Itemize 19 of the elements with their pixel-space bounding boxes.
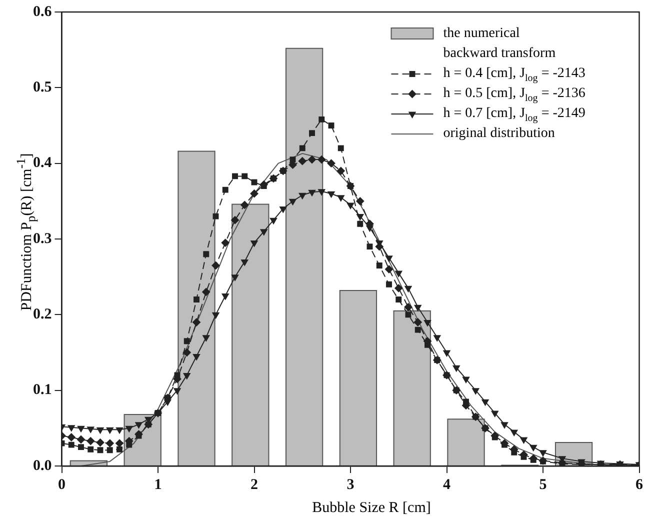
legend-label: original distribution [443, 125, 556, 143]
x-tick-label: 1 [154, 476, 162, 493]
y-tick-label: 0.5 [33, 80, 52, 96]
x-tick-label: 4 [443, 476, 451, 493]
y-tick-label: 0.2 [33, 306, 52, 323]
x-tick-label: 5 [539, 476, 547, 493]
y-tick-label: 0.6 [33, 4, 52, 20]
legend-label: h = 0.4 [cm], J$_{log}$ = -2143 [443, 65, 586, 84]
y-tick-label: 0.3 [33, 230, 52, 247]
legend-label: h = 0.5 [cm], J$_{log}$ = -2136 [443, 85, 586, 104]
y-tick-label: 0.1 [33, 382, 52, 398]
x-tick-label: 3 [346, 476, 354, 493]
x-tick-label: 6 [636, 476, 644, 493]
x-axis-title: Bubble Size R [cm] [311, 500, 432, 517]
x-tick-label: 0 [58, 476, 66, 493]
y-tick-label: 0.0 [33, 458, 52, 474]
legend-label: h = 0.7 [cm], J$_{log}$ = -2149 [443, 105, 586, 124]
y-tick-label: 0.4 [33, 155, 52, 172]
x-tick-label: 2 [250, 476, 258, 493]
